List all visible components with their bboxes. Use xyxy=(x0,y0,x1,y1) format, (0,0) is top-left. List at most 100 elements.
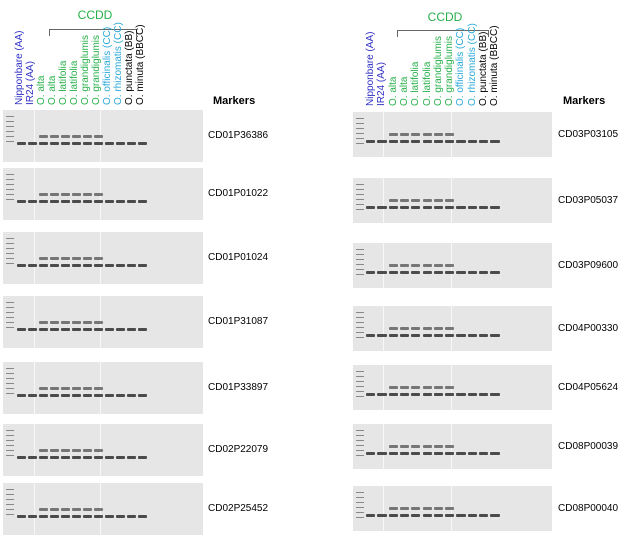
dna-band xyxy=(399,205,410,209)
dna-band xyxy=(105,142,114,146)
dna-band xyxy=(433,326,444,330)
dna-band xyxy=(399,506,410,510)
dna-band xyxy=(39,264,48,268)
dna-band xyxy=(388,132,398,136)
lane-separator xyxy=(33,424,35,476)
dna-band xyxy=(422,205,432,209)
dna-band xyxy=(83,200,92,204)
dna-band xyxy=(94,200,103,204)
dna-band xyxy=(411,333,421,337)
ladder-band xyxy=(6,312,14,313)
dna-band xyxy=(72,135,81,139)
dna-band xyxy=(39,200,48,204)
ladder-band xyxy=(6,136,14,137)
dna-band xyxy=(456,513,466,517)
dna-band xyxy=(94,264,103,268)
dna-band xyxy=(116,515,125,519)
dna-band xyxy=(399,444,410,448)
gel-image xyxy=(3,483,203,535)
markers-title: Markers xyxy=(563,95,606,107)
ladder-band xyxy=(356,337,364,338)
dna-band xyxy=(105,515,114,519)
dna-band xyxy=(388,198,398,202)
dna-band xyxy=(422,333,432,337)
dna-band xyxy=(72,394,81,398)
dna-band xyxy=(433,444,444,448)
dna-band xyxy=(28,200,37,204)
ladder-band xyxy=(6,322,14,323)
dna-band xyxy=(467,392,477,396)
dna-band xyxy=(72,515,81,519)
marker-name: CD02P25452 xyxy=(208,503,269,514)
dna-band xyxy=(72,321,81,325)
lane-separator xyxy=(33,168,35,220)
ladder-band xyxy=(6,131,14,132)
ladder-band xyxy=(356,445,364,446)
ladder-band xyxy=(356,386,364,387)
dna-band xyxy=(50,257,59,261)
dna-band xyxy=(445,326,455,330)
dna-band xyxy=(116,264,125,268)
lane-label: O. officinalis (CC) xyxy=(455,27,467,106)
lane-separator xyxy=(33,483,35,535)
dna-band xyxy=(433,333,444,337)
gel-image xyxy=(353,178,552,223)
gel-image xyxy=(3,296,203,348)
dna-band xyxy=(411,444,421,448)
ladder-band xyxy=(6,504,14,505)
dna-band xyxy=(433,139,444,143)
lane-separator xyxy=(382,112,384,157)
dna-band xyxy=(138,264,147,268)
marker-name: CD04P05624 xyxy=(558,381,619,393)
dna-band xyxy=(17,264,26,268)
lane-label: O. grandiglumis xyxy=(432,35,444,106)
dna-band xyxy=(83,515,92,519)
gel-image xyxy=(3,424,203,476)
ladder-band xyxy=(6,440,14,441)
dna-band xyxy=(445,506,455,510)
dna-band xyxy=(72,264,81,268)
dna-band xyxy=(456,451,466,455)
dna-band xyxy=(83,135,92,139)
marker-name: CD08P00039 xyxy=(558,440,619,452)
marker-name: CD01P01024 xyxy=(208,252,269,263)
dna-band xyxy=(39,515,48,519)
dna-band xyxy=(467,139,477,143)
dna-band xyxy=(422,392,432,396)
dna-band xyxy=(467,513,477,517)
dna-band xyxy=(28,328,37,332)
dna-band xyxy=(72,328,81,332)
dna-band xyxy=(138,456,147,460)
dna-band xyxy=(83,193,92,197)
ladder-band xyxy=(356,507,364,508)
dna-band xyxy=(479,333,489,337)
dna-band xyxy=(72,456,81,460)
dna-band xyxy=(17,394,26,398)
dna-band xyxy=(377,392,387,396)
ladder-band xyxy=(356,450,364,451)
dna-band xyxy=(388,513,398,517)
dna-band xyxy=(50,135,59,139)
dna-band xyxy=(105,456,114,460)
dna-band xyxy=(399,392,410,396)
dna-band xyxy=(17,200,26,204)
lane-separator xyxy=(382,306,384,351)
dna-band xyxy=(39,387,48,391)
dna-band xyxy=(94,394,103,398)
dna-band xyxy=(50,456,59,460)
dna-band xyxy=(399,132,410,136)
ladder-band xyxy=(6,383,14,384)
ladder-band xyxy=(356,199,364,200)
dna-band xyxy=(456,392,466,396)
ladder-band xyxy=(6,514,14,515)
marker-name: CD01P33897 xyxy=(208,382,269,393)
dna-band xyxy=(61,515,70,519)
dna-band xyxy=(411,385,421,389)
lane-separator xyxy=(382,243,384,288)
lane-label: O. alta xyxy=(387,76,399,106)
dna-band xyxy=(433,132,444,136)
dna-band xyxy=(388,139,398,143)
ladder-band xyxy=(6,455,14,456)
dna-band xyxy=(490,205,500,209)
dna-band xyxy=(105,200,114,204)
